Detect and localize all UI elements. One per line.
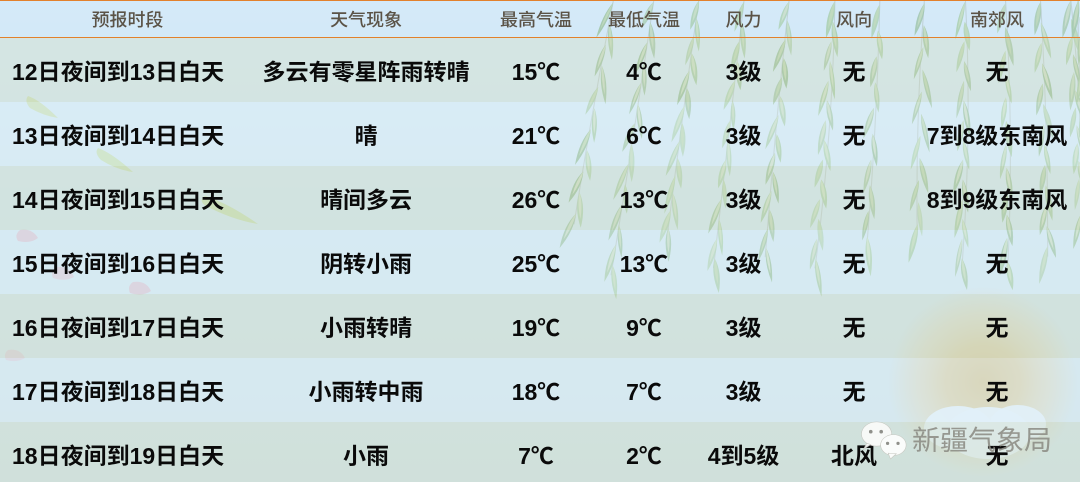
svg-text:新疆气象局: 新疆气象局 bbox=[912, 425, 1052, 456]
